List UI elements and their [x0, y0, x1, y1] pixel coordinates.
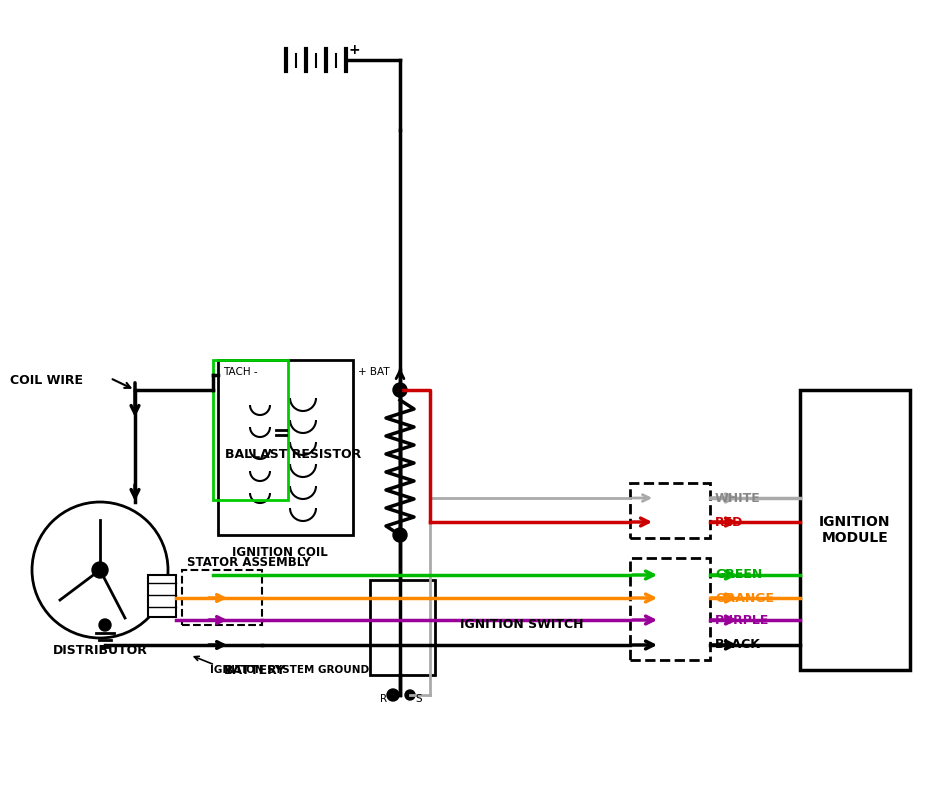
Text: +: +: [349, 43, 360, 57]
Circle shape: [92, 562, 108, 578]
Text: IGNITION
MODULE: IGNITION MODULE: [820, 515, 891, 545]
Text: BLACK: BLACK: [715, 638, 761, 652]
Circle shape: [393, 528, 407, 542]
Text: STATOR ASSEMBLY: STATOR ASSEMBLY: [187, 556, 311, 569]
Circle shape: [99, 619, 111, 631]
Text: ORANGE: ORANGE: [715, 592, 774, 604]
Text: GREEN: GREEN: [715, 569, 762, 581]
Text: DISTRIBUTOR: DISTRIBUTOR: [53, 643, 148, 657]
Text: WHITE: WHITE: [715, 492, 760, 504]
Text: TACH -: TACH -: [223, 367, 258, 377]
Bar: [800, 390, 910, 670]
Circle shape: [387, 689, 399, 701]
Bar: [213, 360, 288, 500]
Bar: [182, 570, 262, 625]
Text: IGNITION COIL: IGNITION COIL: [232, 546, 327, 560]
Circle shape: [393, 383, 407, 397]
Bar: [630, 483, 710, 538]
Circle shape: [32, 502, 168, 638]
Text: BALLAST RESISTOR: BALLAST RESISTOR: [225, 449, 361, 462]
Circle shape: [405, 690, 415, 700]
Text: + BAT: + BAT: [358, 367, 390, 377]
Text: S: S: [415, 694, 422, 704]
Text: IGNITION SYSTEM GROUND: IGNITION SYSTEM GROUND: [210, 665, 369, 675]
Text: PURPLE: PURPLE: [715, 614, 770, 626]
Bar: [370, 580, 435, 675]
Text: BATTERY: BATTERY: [224, 664, 286, 676]
Text: IGNITION SWITCH: IGNITION SWITCH: [460, 619, 583, 631]
Text: RED: RED: [715, 515, 743, 528]
Bar: [148, 575, 176, 617]
Text: R: R: [380, 694, 387, 704]
Bar: [218, 360, 353, 535]
Bar: [630, 558, 710, 660]
Text: COIL WIRE: COIL WIRE: [10, 374, 83, 386]
